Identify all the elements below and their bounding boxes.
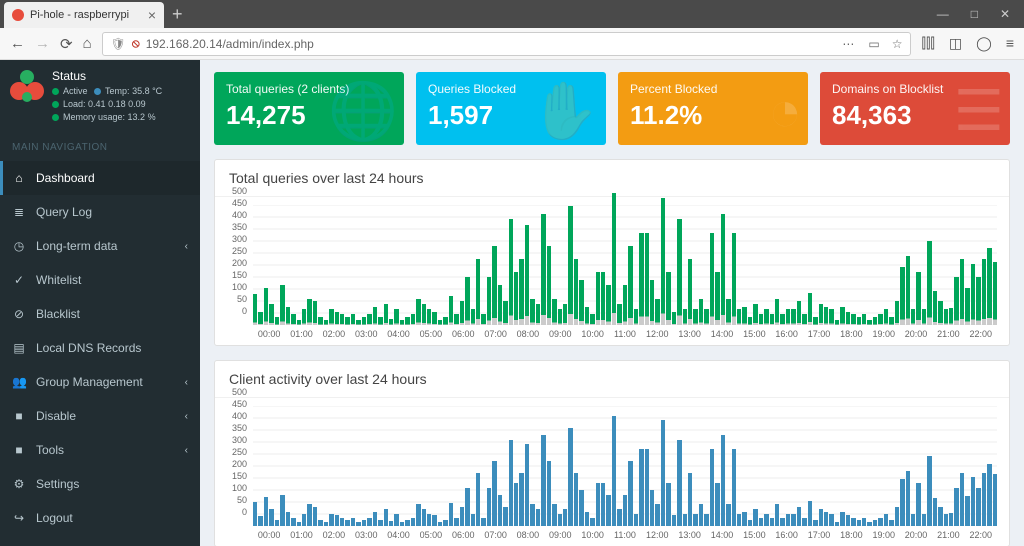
home-button[interactable]: ⌂: [83, 35, 92, 52]
nav-icon: ◷: [12, 239, 26, 253]
status-active: Active Temp: 35.8 °C: [52, 85, 162, 98]
insecure-icon: ⦸: [132, 36, 140, 51]
sidebar: Status Active Temp: 35.8 °C Load: 0.41 0…: [0, 60, 200, 546]
menu-icon[interactable]: ≡: [1006, 35, 1014, 52]
card-icon: 🌐: [328, 78, 398, 144]
nav-label: Logout: [36, 511, 73, 525]
nav-icon: 👥: [12, 375, 26, 389]
nav-label: Dashboard: [36, 171, 95, 185]
chevron-left-icon: ‹: [185, 445, 188, 456]
nav-blacklist[interactable]: ⊘ Blacklist: [0, 297, 200, 331]
status-title: Status: [52, 70, 162, 83]
browser-toolbar: ← → ⟳ ⌂ 🛡 ⦸ 192.168.20.14/admin/index.ph…: [0, 28, 1024, 60]
nav-icon: ■: [12, 443, 26, 457]
card-icon: ☰: [954, 78, 1004, 144]
back-button[interactable]: ←: [10, 35, 25, 52]
nav-label: Long-term data: [36, 239, 117, 253]
chevron-left-icon: ‹: [185, 411, 188, 422]
forward-button[interactable]: →: [35, 35, 50, 52]
nav-label: Tools: [36, 443, 64, 457]
url-bar[interactable]: 🛡 ⦸ 192.168.20.14/admin/index.php ⋯ ▭ ☆: [102, 32, 912, 56]
chevron-left-icon: ‹: [185, 377, 188, 388]
panel-title: Client activity over last 24 hours: [215, 361, 1009, 398]
nav-icon: ⊘: [12, 307, 26, 321]
shield-icon: 🛡: [111, 37, 126, 51]
panel-total-queries: Total queries over last 24 hours 0501001…: [214, 159, 1010, 346]
nav-disable[interactable]: ■ Disable ‹: [0, 399, 200, 433]
stat-card[interactable]: Percent Blocked11.2%◔: [618, 72, 808, 145]
url-text: 192.168.20.14/admin/index.php: [146, 37, 314, 51]
browser-tab[interactable]: Pi-hole - raspberrypi ×: [4, 2, 164, 28]
status-block: Status Active Temp: 35.8 °C Load: 0.41 0…: [0, 60, 200, 134]
new-tab-button[interactable]: +: [172, 4, 183, 25]
nav-icon: ■: [12, 409, 26, 423]
reader-icon[interactable]: ▭: [868, 37, 879, 51]
chart-client-activity: 05010015020025030035040045050000:0001:00…: [219, 406, 997, 540]
card-icon: ✋: [530, 78, 600, 144]
stat-card[interactable]: Queries Blocked1,597✋: [416, 72, 606, 145]
nav-long-term-data[interactable]: ◷ Long-term data ‹: [0, 229, 200, 263]
nav-header: MAIN NAVIGATION: [0, 134, 200, 161]
nav-query-log[interactable]: ≣ Query Log: [0, 195, 200, 229]
chevron-left-icon: ‹: [185, 241, 188, 252]
nav-whitelist[interactable]: ✓ Whitelist: [0, 263, 200, 297]
window-maximize-icon[interactable]: □: [971, 7, 978, 21]
nav-local-dns-records[interactable]: ▤ Local DNS Records: [0, 331, 200, 365]
tab-title: Pi-hole - raspberrypi: [30, 9, 129, 21]
nav-icon: ⌂: [12, 171, 26, 185]
chart-total-queries: 05010015020025030035040045050000:0001:00…: [219, 205, 997, 339]
stat-card[interactable]: Total queries (2 clients)14,275🌐: [214, 72, 404, 145]
browser-titlebar: Pi-hole - raspberrypi × + — □ ✕: [0, 0, 1024, 28]
nav-label: Query Log: [36, 205, 92, 219]
nav-label: Blacklist: [36, 307, 80, 321]
nav-label: Local DNS Records: [36, 341, 141, 355]
status-memory: Memory usage: 13.2 %: [52, 111, 162, 124]
nav-list: ⌂ Dashboard ≣ Query Log ◷ Long-term data ‹ ✓ Whi…: [0, 161, 200, 546]
nav-logout[interactable]: ↪ Logout: [0, 501, 200, 535]
nav-icon: ✓: [12, 273, 26, 287]
favicon: [12, 9, 24, 21]
nav-donate[interactable]: ♥Donate: [0, 535, 200, 546]
account-icon[interactable]: ◯: [976, 35, 992, 52]
library-icon[interactable]: ⫿⫿⫿: [921, 35, 934, 52]
nav-settings[interactable]: ⚙ Settings: [0, 467, 200, 501]
window-close-icon[interactable]: ✕: [1000, 7, 1010, 21]
status-load: Load: 0.41 0.18 0.09: [52, 98, 162, 111]
nav-label: Settings: [36, 477, 79, 491]
pihole-logo: [10, 70, 44, 104]
page-actions-icon[interactable]: ⋯: [842, 37, 856, 51]
main-content: Total queries (2 clients)14,275🌐Queries …: [200, 60, 1024, 546]
panel-client-activity: Client activity over last 24 hours 05010…: [214, 360, 1010, 546]
stat-card[interactable]: Domains on Blocklist84,363☰: [820, 72, 1010, 145]
nav-label: Whitelist: [36, 273, 81, 287]
bookmark-icon[interactable]: ☆: [892, 37, 903, 51]
card-icon: ◔: [768, 78, 802, 143]
nav-tools[interactable]: ■ Tools ‹: [0, 433, 200, 467]
nav-group-management[interactable]: 👥 Group Management ‹: [0, 365, 200, 399]
window-minimize-icon[interactable]: —: [937, 7, 949, 21]
tab-close-icon[interactable]: ×: [148, 7, 156, 23]
nav-label: Group Management: [36, 375, 143, 389]
sidebar-icon[interactable]: ◫: [949, 35, 962, 52]
stat-cards: Total queries (2 clients)14,275🌐Queries …: [214, 72, 1010, 145]
nav-dashboard[interactable]: ⌂ Dashboard: [0, 161, 200, 195]
nav-icon: ⚙: [12, 477, 26, 491]
nav-label: Disable: [36, 409, 76, 423]
reload-button[interactable]: ⟳: [60, 35, 73, 53]
nav-icon: ≣: [12, 205, 26, 219]
panel-title: Total queries over last 24 hours: [215, 160, 1009, 197]
nav-icon: ▤: [12, 341, 26, 355]
nav-icon: ↪: [12, 511, 26, 525]
